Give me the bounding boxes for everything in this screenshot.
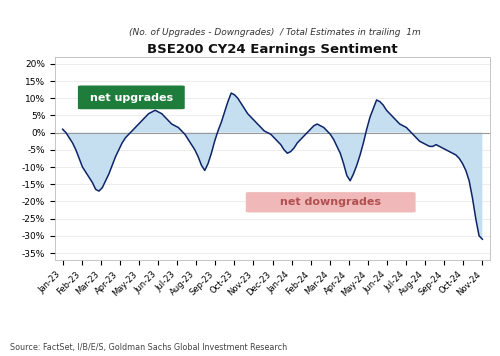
FancyBboxPatch shape: [246, 192, 416, 213]
Title: BSE200 CY24 Earnings Sentiment: BSE200 CY24 Earnings Sentiment: [147, 43, 398, 56]
Text: net upgrades: net upgrades: [90, 93, 173, 103]
Text: (No. of Upgrades - Downgrades)  / Total Estimates in trailing  1m: (No. of Upgrades - Downgrades) / Total E…: [129, 28, 421, 37]
Text: Source: FactSet, I/B/E/S, Goldman Sachs Global Investment Research: Source: FactSet, I/B/E/S, Goldman Sachs …: [10, 344, 287, 352]
FancyBboxPatch shape: [78, 85, 184, 109]
Text: net downgrades: net downgrades: [280, 197, 381, 207]
